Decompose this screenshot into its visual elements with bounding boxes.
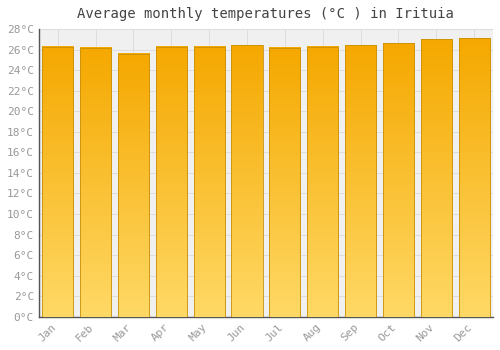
Title: Average monthly temperatures (°C ) in Irituia: Average monthly temperatures (°C ) in Ir… (78, 7, 454, 21)
Bar (421, 39, 452, 317)
Bar (383, 43, 414, 317)
Bar (307, 47, 338, 317)
Bar (458, 38, 490, 317)
Bar (194, 47, 224, 317)
Bar (42, 47, 74, 317)
Bar (345, 46, 376, 317)
Bar (80, 48, 111, 317)
Bar (270, 48, 300, 317)
Bar (232, 46, 262, 317)
Bar (156, 47, 187, 317)
Bar (118, 54, 149, 317)
